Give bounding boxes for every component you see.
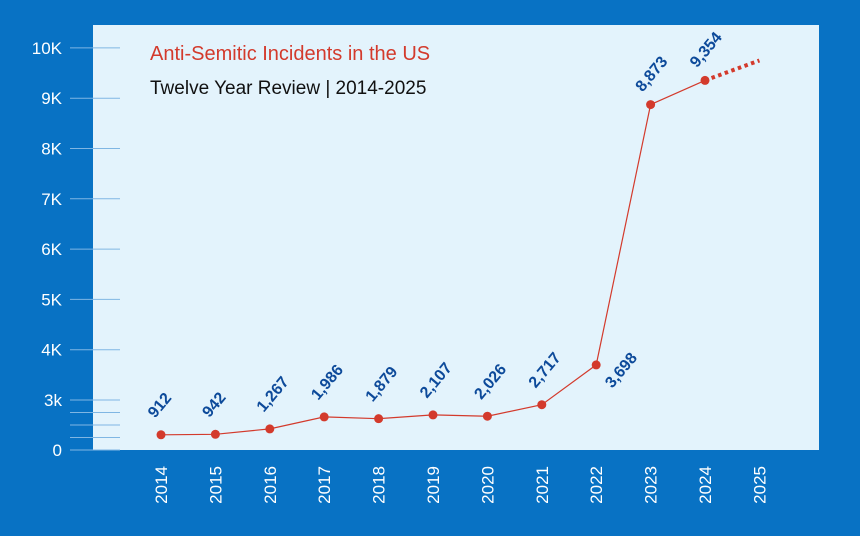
- y-tick-label: 5K: [41, 290, 62, 309]
- x-tick-label: 2014: [152, 466, 171, 504]
- x-tick-label: 2020: [478, 466, 497, 504]
- data-point: [156, 430, 166, 440]
- data-point: [319, 412, 329, 422]
- data-point: [210, 429, 220, 439]
- chart-subtitle: Twelve Year Review | 2014-2025: [150, 78, 426, 99]
- y-tick-label: 0: [53, 441, 62, 460]
- x-axis: 2014 2015 2016 2017 2018 2019 2020 2021 2022 2023…: [152, 466, 769, 504]
- data-point: [646, 100, 656, 110]
- data-point: [537, 400, 547, 410]
- data-point: [428, 410, 438, 420]
- x-tick-label: 2015: [206, 466, 225, 504]
- x-tick-label: 2022: [587, 466, 606, 504]
- y-tick-label: 8K: [41, 140, 62, 159]
- x-tick-label: 2019: [424, 466, 443, 504]
- data-point: [700, 75, 710, 85]
- x-tick-label: 2018: [370, 466, 389, 504]
- y-tick-label: 10K: [32, 39, 63, 58]
- x-tick-label: 2016: [261, 466, 280, 504]
- series-incidents: [156, 58, 761, 440]
- y-tick-label: 4K: [41, 341, 62, 360]
- data-point: [374, 414, 384, 424]
- data-point: [482, 411, 492, 421]
- y-tick-label: 7K: [41, 190, 62, 209]
- y-tick-label: 6K: [41, 240, 62, 259]
- y-axis: 0 3k 4K 5K 6K 7K 8K 9K 10K: [32, 39, 120, 460]
- x-tick-label: 2021: [533, 466, 552, 504]
- chart-title: Anti-Semitic Incidents in the US: [150, 43, 430, 65]
- y-tick-label: 9K: [41, 89, 62, 108]
- data-point: [265, 424, 275, 434]
- x-tick-label: 2025: [750, 466, 769, 504]
- plot-area: [93, 25, 819, 450]
- projection-line: [704, 58, 761, 83]
- x-tick-label: 2023: [642, 466, 661, 504]
- data-point: [591, 360, 601, 370]
- x-tick-label: 2017: [315, 466, 334, 504]
- y-tick-label: 3k: [44, 391, 62, 410]
- x-tick-label: 2024: [696, 466, 715, 504]
